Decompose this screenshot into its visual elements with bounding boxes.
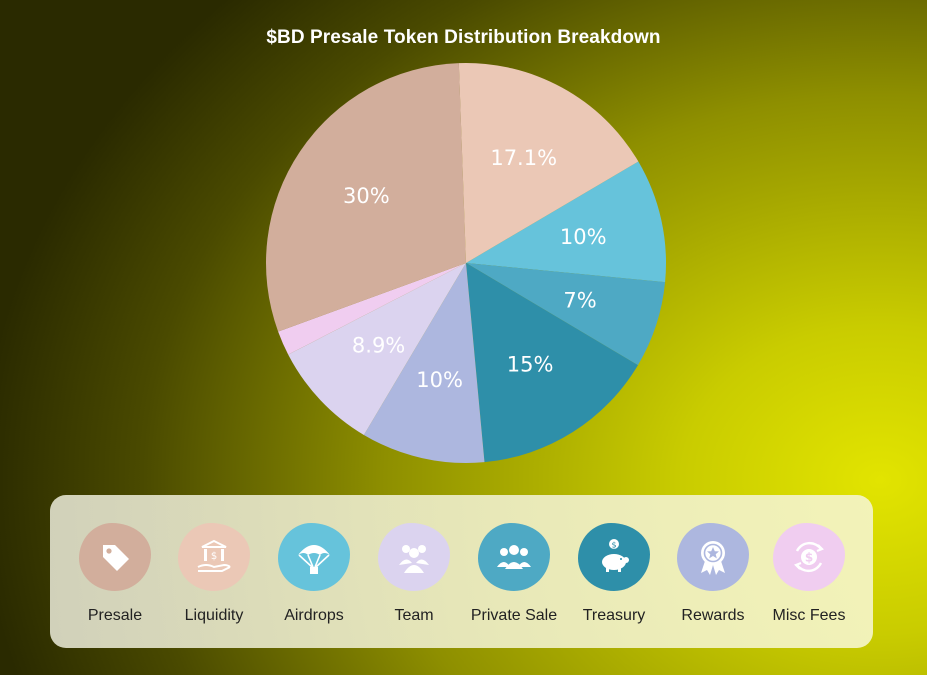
award-badge-icon <box>701 541 725 575</box>
legend-label: Liquidity <box>184 607 244 624</box>
legend-item-treasury: $ Treasury <box>564 523 664 633</box>
legend-label: Team <box>394 607 434 624</box>
legend-blob <box>677 523 749 591</box>
legend-label: Presale <box>87 607 143 624</box>
legend-blob <box>278 523 350 591</box>
pie-slice-rewards <box>363 263 485 463</box>
data-label: 7% <box>563 288 596 312</box>
legend-label: Treasury <box>582 607 646 624</box>
group-icon <box>497 545 531 569</box>
legend-panel: Presale $ Liquidity Air <box>50 495 873 648</box>
legend-blob <box>79 523 151 591</box>
data-label: 30% <box>343 184 390 208</box>
legend-blob: $ <box>178 523 250 591</box>
pie-slice-treasury <box>466 263 638 463</box>
legend-item-presale: Presale <box>65 523 165 633</box>
data-label: 10% <box>560 225 607 249</box>
legend-blob: $ <box>578 523 650 591</box>
legend-blob: $ <box>773 523 845 591</box>
legend-item-airdrops: Airdrops <box>264 523 364 633</box>
parachute-icon <box>298 545 330 574</box>
legend-label: Airdrops <box>284 607 344 624</box>
legend-label: Rewards <box>681 607 745 624</box>
svg-text:$: $ <box>611 541 616 550</box>
data-label: 17.1% <box>490 146 557 170</box>
pie-slice-liquidity <box>458 63 639 263</box>
legend-item-private-sale: Private Sale <box>464 523 564 633</box>
piggy-bank-icon: $ <box>602 539 629 572</box>
legend-item-rewards: Rewards <box>663 523 763 633</box>
chart-title: $BD Presale Token Distribution Breakdown <box>266 27 661 48</box>
price-tag-icon <box>103 545 129 571</box>
pie-slice-private-sale <box>466 263 666 366</box>
legend-blob <box>478 523 550 591</box>
legend-blob <box>378 523 450 591</box>
pie-slice-presale <box>265 63 466 332</box>
dollar-cycle-icon: $ <box>794 541 824 573</box>
data-label: 10% <box>416 368 463 392</box>
team-icon <box>399 545 429 573</box>
svg-text:$: $ <box>805 551 813 565</box>
svg-text:$: $ <box>211 551 217 562</box>
legend-label: Private Sale <box>470 607 558 624</box>
legend-item-liquidity: $ Liquidity <box>164 523 264 633</box>
pie-slice-airdrops <box>466 161 667 283</box>
legend-label: Misc Fees <box>772 607 846 624</box>
pie-chart: 10% 7% 15% 10% 8.9% 30% 17.1% <box>265 63 667 463</box>
data-label: 15% <box>507 352 554 376</box>
data-label: 8.9% <box>352 333 405 357</box>
pie-slice-team <box>288 263 466 435</box>
bank-hand-icon: $ <box>197 539 231 572</box>
legend-item-team: Team <box>364 523 464 633</box>
legend-item-misc-fees: $ Misc Fees <box>759 523 859 633</box>
pie-slice-misc-fees <box>278 263 466 355</box>
